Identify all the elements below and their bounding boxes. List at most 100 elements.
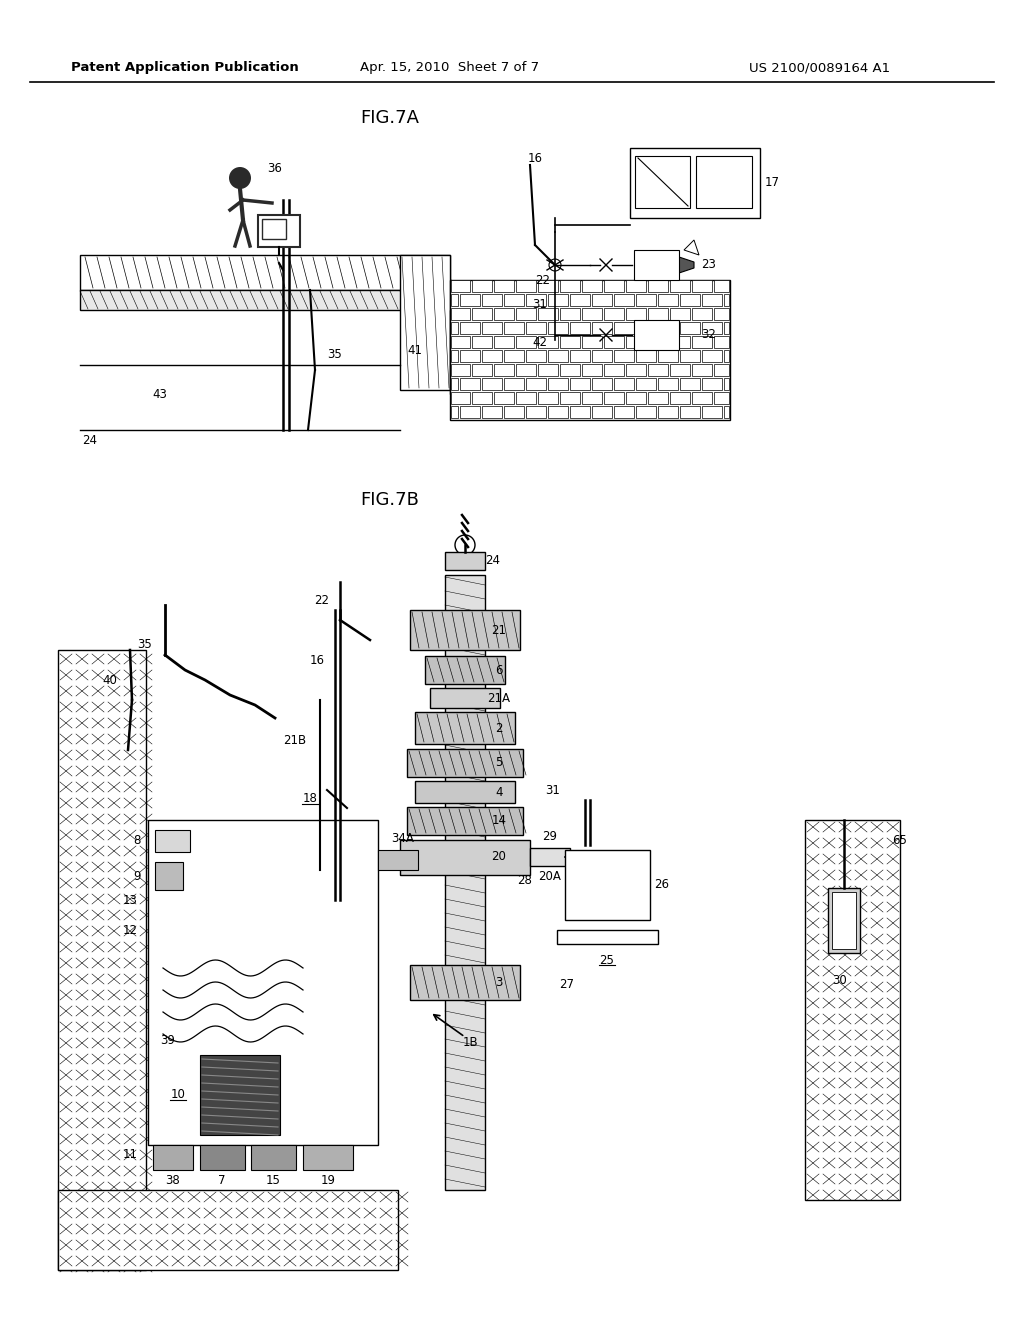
Bar [80,255,450,290]
Bar [153,1144,193,1170]
Bar [714,364,729,376]
Text: 13: 13 [123,894,137,907]
Bar [80,290,450,310]
Text: 8: 8 [133,834,140,847]
Bar [670,308,690,319]
Circle shape [591,869,623,902]
Polygon shape [679,327,694,343]
Polygon shape [684,240,699,255]
Bar [636,378,656,389]
Bar [482,322,502,334]
Bar [155,830,190,851]
Text: 26: 26 [654,879,670,891]
Bar [516,364,536,376]
Bar [407,748,523,777]
Bar [570,378,590,389]
Bar [460,407,480,418]
Text: 10: 10 [171,1089,185,1101]
Bar [538,392,558,404]
Bar [592,407,612,418]
Bar [570,294,590,306]
Bar [680,294,700,306]
Bar [670,364,690,376]
Bar [482,378,502,389]
Bar [407,807,523,836]
Bar [702,322,722,334]
Text: 38: 38 [166,1173,180,1187]
Bar [460,350,480,362]
Text: 12: 12 [123,924,137,936]
Bar [258,215,300,247]
Bar [451,308,470,319]
Bar [692,364,712,376]
Bar [445,552,485,570]
Text: 22: 22 [536,273,551,286]
Text: Patent Application Publication: Patent Application Publication [71,62,299,74]
Bar [604,308,624,319]
Bar [472,280,492,292]
Text: 18: 18 [302,792,317,804]
Bar [415,781,515,803]
Bar [451,280,470,292]
Bar [451,378,458,389]
Bar [626,337,646,348]
Text: 15: 15 [265,1173,281,1187]
Bar [582,308,602,319]
Bar [702,378,722,389]
Bar [200,1144,245,1170]
Text: 31: 31 [532,298,548,312]
Bar [626,364,646,376]
Bar [460,378,480,389]
Bar [670,337,690,348]
Bar [262,219,286,239]
Bar [548,294,568,306]
Text: 27: 27 [559,978,574,991]
Text: 3: 3 [496,975,503,989]
Bar [724,322,729,334]
Bar [570,407,590,418]
Text: 31: 31 [546,784,560,796]
Bar [58,649,146,1270]
Bar [451,364,470,376]
Text: 24: 24 [485,553,501,566]
Text: 2: 2 [496,722,503,734]
Circle shape [229,168,251,189]
Bar [692,337,712,348]
Bar [648,337,668,348]
Bar [450,338,490,366]
Bar [658,322,678,334]
Circle shape [549,259,561,271]
Bar [635,156,690,209]
Circle shape [702,168,718,183]
Bar [155,862,183,890]
Bar [626,280,646,292]
Bar [724,407,729,418]
Bar [614,322,634,334]
Bar [516,280,536,292]
Text: 19: 19 [321,1173,336,1187]
Bar [516,392,536,404]
Text: 29: 29 [543,829,557,842]
Bar [604,280,624,292]
Bar [450,366,480,393]
Bar [425,656,505,684]
Bar [451,392,470,404]
Text: 40: 40 [102,673,118,686]
Bar [560,337,580,348]
Bar [692,280,712,292]
Bar [565,850,650,920]
Bar [560,364,580,376]
Text: 24: 24 [83,433,97,446]
Bar [714,337,729,348]
Bar [582,392,602,404]
Bar [724,350,729,362]
Text: 32: 32 [701,329,717,342]
Bar [680,350,700,362]
Bar [557,931,658,944]
Bar [670,392,690,404]
Polygon shape [684,310,699,325]
Bar [680,378,700,389]
Bar [658,407,678,418]
Text: 28: 28 [517,874,532,887]
Text: FIG.7A: FIG.7A [360,110,420,127]
